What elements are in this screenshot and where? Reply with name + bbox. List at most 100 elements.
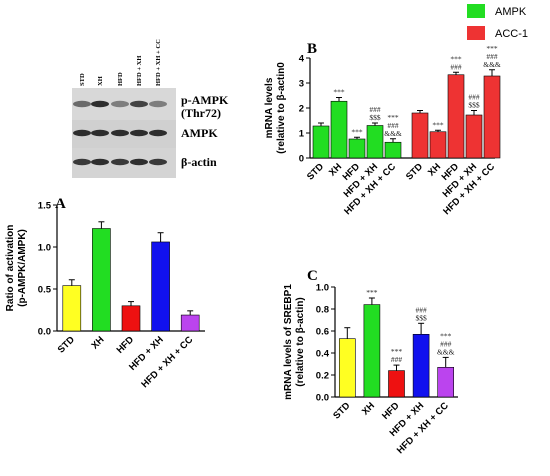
blot-band-1-hfd (111, 100, 129, 108)
blot-band-1-hfd-xh-cc (149, 100, 167, 108)
panel-c-y-label-line1: mRNA levels of SREBP1 (283, 284, 294, 400)
panel-a-bar-hfd-xh-cc (180, 314, 200, 332)
panel-c-y-tick-label: 1.0 (316, 283, 329, 294)
panel-b-ampk-x-tick-label-std: STD (305, 161, 326, 182)
panel-c-bar-hfd-xh-significance: ### (415, 305, 427, 314)
panel-b-bar-acc-1-hfd-significance: ### (450, 62, 462, 71)
panel-b-bar-ampk-xh-significance: *** (333, 88, 345, 97)
blot-lane-label-hfd-xh: HFD + XH (136, 56, 143, 86)
panel-c-bar-hfd-significance: *** (391, 347, 403, 356)
panel-a-y-label-line1: Ratio of activation (5, 225, 16, 312)
panel-a-y-tick-label: 0.5 (38, 285, 52, 296)
panel-c-bar-hfd-xh (412, 333, 430, 398)
panel-b-bar-ampk-hfd-xh-cc-significance: *** (387, 113, 399, 122)
blot-band-3-hfd-xh (130, 158, 148, 166)
panel-a-x-tick-label-hfd-xh-cc: HFD + XH + CC (139, 334, 195, 390)
panel-b-bar-acc-1-hfd-xh-cc-significance: &&& (483, 60, 501, 69)
western-blot: STD XH HFD HFD + XH HFD + XH + CC p-AMPK(Thr7… (72, 39, 229, 178)
blot-row-label-p-ampk: p-AMPK (181, 93, 229, 107)
panel-b-bar-ampk-hfd-xh-cc (384, 141, 402, 159)
panel-b-bar-acc-1-hfd-significance: *** (450, 54, 462, 63)
blot-lane-label-xh: XH (97, 76, 104, 86)
panel-b-bar-acc-1-hfd-xh-significance: $$$ (468, 101, 480, 110)
panel-b-bar-acc-1-std (411, 112, 429, 159)
panel-a-bar-hfd-xh (151, 241, 170, 332)
legend-top: AMPK ACC-1 (467, 4, 528, 40)
panel-c-x-tick-label-hfd: HFD (380, 400, 402, 422)
panel-b-bar-acc-1-hfd-xh-cc-significance: ### (486, 52, 498, 61)
panel-b-y-tick-label: 0 (299, 154, 304, 165)
legend-swatch-acc-1 (467, 26, 485, 40)
panel-a-bar-hfd (121, 305, 141, 332)
panel-a-y-tick-label: 1.0 (38, 243, 51, 254)
panel-c-bar-hfd-xh-cc-significance: *** (440, 331, 452, 340)
blot-row-label-sub: (Thr72) (181, 106, 221, 120)
chart-panel-a: 0.0 0.5 1.0 1.5 Ratio of activation (p-AMPK/A… (5, 201, 205, 390)
panel-a-x-tick-label-hfd: HFD (115, 334, 137, 356)
panel-a-bar-std (62, 285, 82, 332)
panel-a-x-tick-label-xh: XH (89, 334, 106, 351)
panel-label-c: C (307, 268, 318, 284)
panel-a-x-tick-label-std: STD (56, 334, 77, 355)
panel-c-bar-hfd-xh-cc (437, 366, 455, 398)
panel-b-bar-acc-1-xh (429, 131, 447, 159)
panel-b-bar-ampk-hfd (348, 138, 366, 159)
panel-b-y-tick-label: 2 (299, 104, 304, 115)
panel-b-bar-ampk-std (312, 125, 330, 159)
panel-b-bar-acc-1-xh-significance: *** (432, 120, 444, 129)
panel-a-y-tick-label: 1.5 (38, 201, 52, 212)
panel-c-x-tick-label-xh: XH (360, 400, 377, 417)
panel-b-bar-ampk-hfd-xh-significance: $$$ (369, 113, 381, 122)
blot-lane-label-hfd: HFD (117, 72, 124, 86)
panel-b-y-tick-label: 1 (299, 129, 305, 140)
panel-b-bar-acc-1-hfd-xh-significance: ### (468, 93, 480, 102)
panel-b-bar-ampk-hfd-xh-cc-significance: ### (387, 121, 399, 130)
panel-label-a: A (55, 196, 66, 212)
blot-row-label-ampk: AMPK (181, 126, 218, 140)
panel-a-y-label-line2: (p-AMPK/AMPK) (17, 229, 28, 307)
panel-c-bar-hfd (388, 370, 405, 398)
panel-c-bar-hfd-xh-cc-significance: ### (440, 339, 452, 348)
panel-label-b: B (307, 41, 317, 57)
panel-c-bar-xh (363, 304, 381, 398)
panel-b-bar-ampk-hfd-xh-significance: ### (369, 105, 381, 114)
blot-band-3-hfd (111, 158, 129, 166)
panel-c-x-tick-label-std: STD (331, 400, 352, 421)
panel-c-y-tick-label: 0.6 (316, 327, 329, 338)
blot-row-label-actin: β-actin (181, 155, 217, 169)
panel-c-y-tick-label: 0.2 (316, 371, 329, 382)
panel-b-bar-ampk-xh (330, 100, 348, 159)
legend-swatch-ampk (467, 4, 485, 18)
blot-band-3-hfd-xh-cc (149, 158, 167, 166)
panel-b-y-label-line2: (relative to β-actin0 (276, 62, 287, 154)
legend-label-acc-1: ACC-1 (495, 28, 528, 40)
blot-band-2-hfd-xh-cc (149, 129, 167, 137)
panel-b-y-tick-label: 3 (299, 79, 304, 90)
chart-panel-b: 0 1 2 3 4 mRNA levels (relative to β-actin0 ***… (264, 44, 501, 218)
panel-b-bar-ampk-hfd-xh (366, 125, 384, 159)
panel-a-y-tick-label: 0.0 (38, 327, 51, 338)
blot-band-1-std (73, 100, 91, 108)
blot-band-2-xh (91, 129, 109, 137)
legend-label-ampk: AMPK (495, 6, 527, 18)
blot-band-2-hfd (111, 129, 129, 137)
panel-b-acc-1-x-tick-label-std: STD (404, 161, 425, 182)
blot-band-3-xh (91, 158, 109, 166)
blot-band-3-std (73, 158, 91, 166)
blot-lane-label-hfd-xh-cc: HFD + XH + CC (155, 39, 162, 86)
panel-b-bar-ampk-hfd-xh-cc-significance: &&& (384, 129, 402, 138)
chart-panel-c: 0.0 0.2 0.4 0.6 0.8 1.0 mRNA levels of SREBP1(… (283, 283, 458, 456)
panel-c-bar-hfd-xh-significance: $$$ (415, 313, 427, 322)
panel-b-y-label-line1: mRNA levels (264, 77, 275, 138)
panel-a-bar-xh (92, 228, 111, 332)
blot-band-2-std (73, 129, 91, 137)
panel-c-y-tick-label: 0.0 (316, 393, 329, 404)
panel-c-y-tick-label: 0.4 (316, 349, 330, 360)
panel-b-y-tick-label: 4 (299, 54, 305, 65)
panel-c-bar-std (338, 338, 356, 398)
panel-b-bar-ampk-hfd-significance: *** (351, 127, 363, 136)
panel-c-bar-hfd-significance: ### (391, 355, 403, 364)
panel-b-bar-acc-1-hfd-xh-cc (483, 75, 501, 159)
panel-c-y-tick-label: 0.8 (316, 305, 329, 316)
